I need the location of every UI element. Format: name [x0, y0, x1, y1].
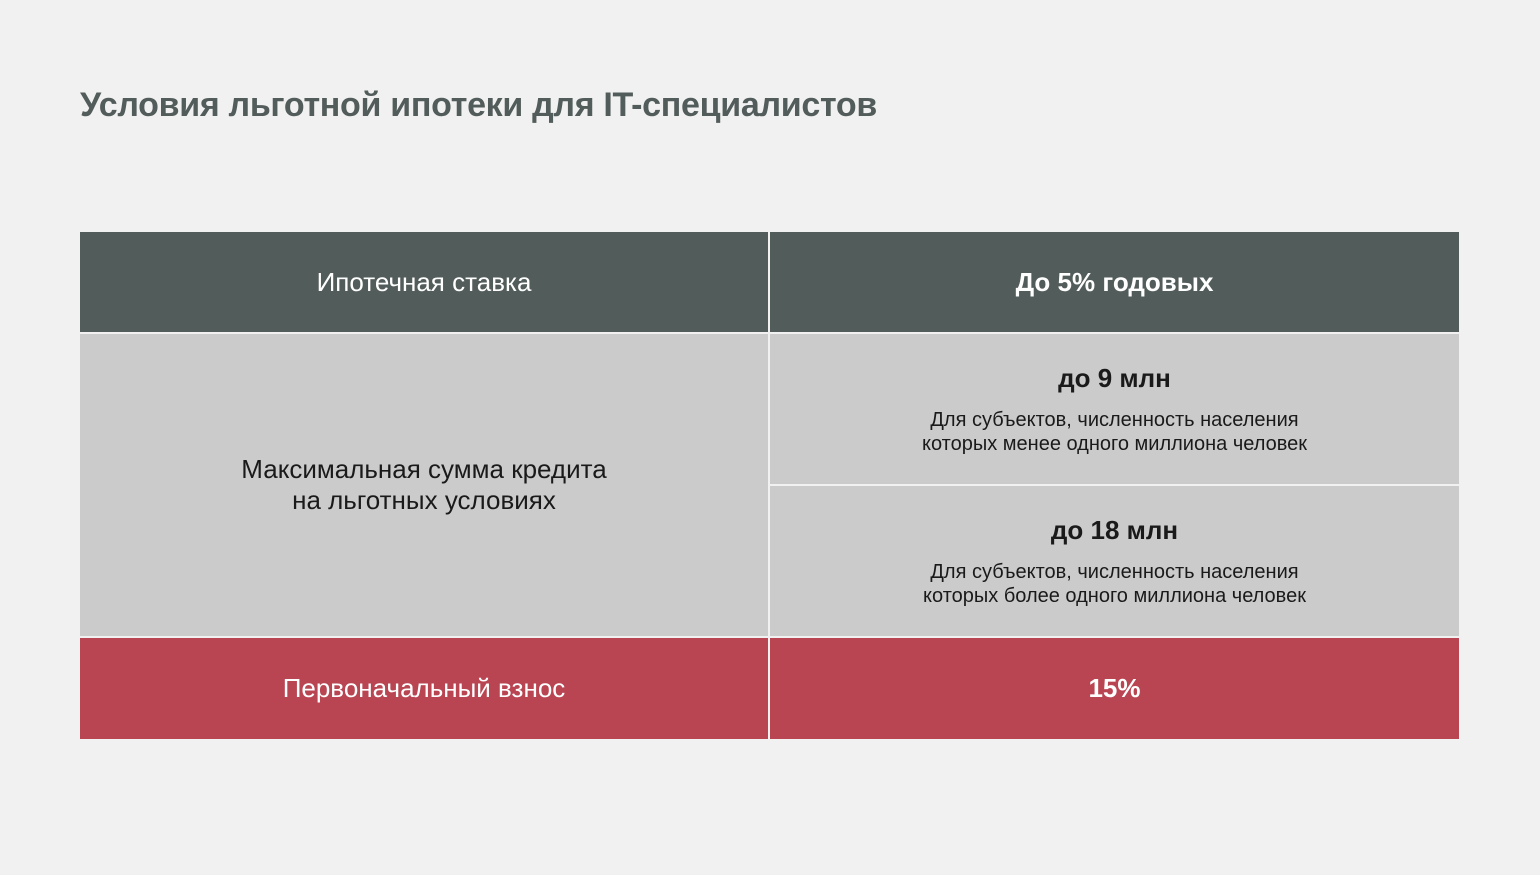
rate-label: Ипотечная ставка — [316, 266, 532, 297]
down-payment-value: 15% — [1088, 673, 1141, 703]
loan-option-large-regions: до 18 млн Для субъектов, численность нас… — [770, 486, 1459, 636]
loan-amount-label-line1: Максимальная сумма кредита — [241, 454, 607, 484]
rate-label-cell: Ипотечная ставка — [80, 232, 768, 332]
loan-option-amount: до 9 млн — [1058, 362, 1171, 393]
page-title: Условия льготной ипотеки для IT-специали… — [80, 86, 877, 124]
loan-option-small-regions: до 9 млн Для субъектов, численность насе… — [770, 334, 1459, 484]
down-payment-label-cell: Первоначальный взнос — [80, 638, 768, 739]
down-payment-label: Первоначальный взнос — [282, 673, 566, 703]
rate-value-cell: До 5% годовых — [770, 232, 1459, 332]
loan-amount-label-cell: Максимальная сумма кредита на льготных у… — [80, 334, 768, 636]
loan-option-note: Для субъектов, численность населения кот… — [923, 560, 1306, 608]
mortgage-conditions-table: Ипотечная ставка До 5% годовых Максималь… — [80, 232, 1459, 739]
loan-option-note-line2: которых более одного миллиона человек — [923, 584, 1306, 607]
down-payment-value-cell: 15% — [770, 638, 1459, 739]
loan-option-note-line1: Для субъектов, численность населения — [930, 408, 1299, 431]
loan-option-note-line2: которых менее одного миллиона человек — [922, 432, 1307, 455]
loan-amount-label-line2: на льготных условиях — [292, 485, 556, 515]
loan-option-note: Для субъектов, численность населения кот… — [922, 408, 1307, 456]
rate-value: До 5% годовых — [1015, 266, 1214, 297]
loan-option-note-line1: Для субъектов, численность населения — [930, 560, 1299, 583]
loan-option-amount: до 18 млн — [1050, 514, 1179, 545]
